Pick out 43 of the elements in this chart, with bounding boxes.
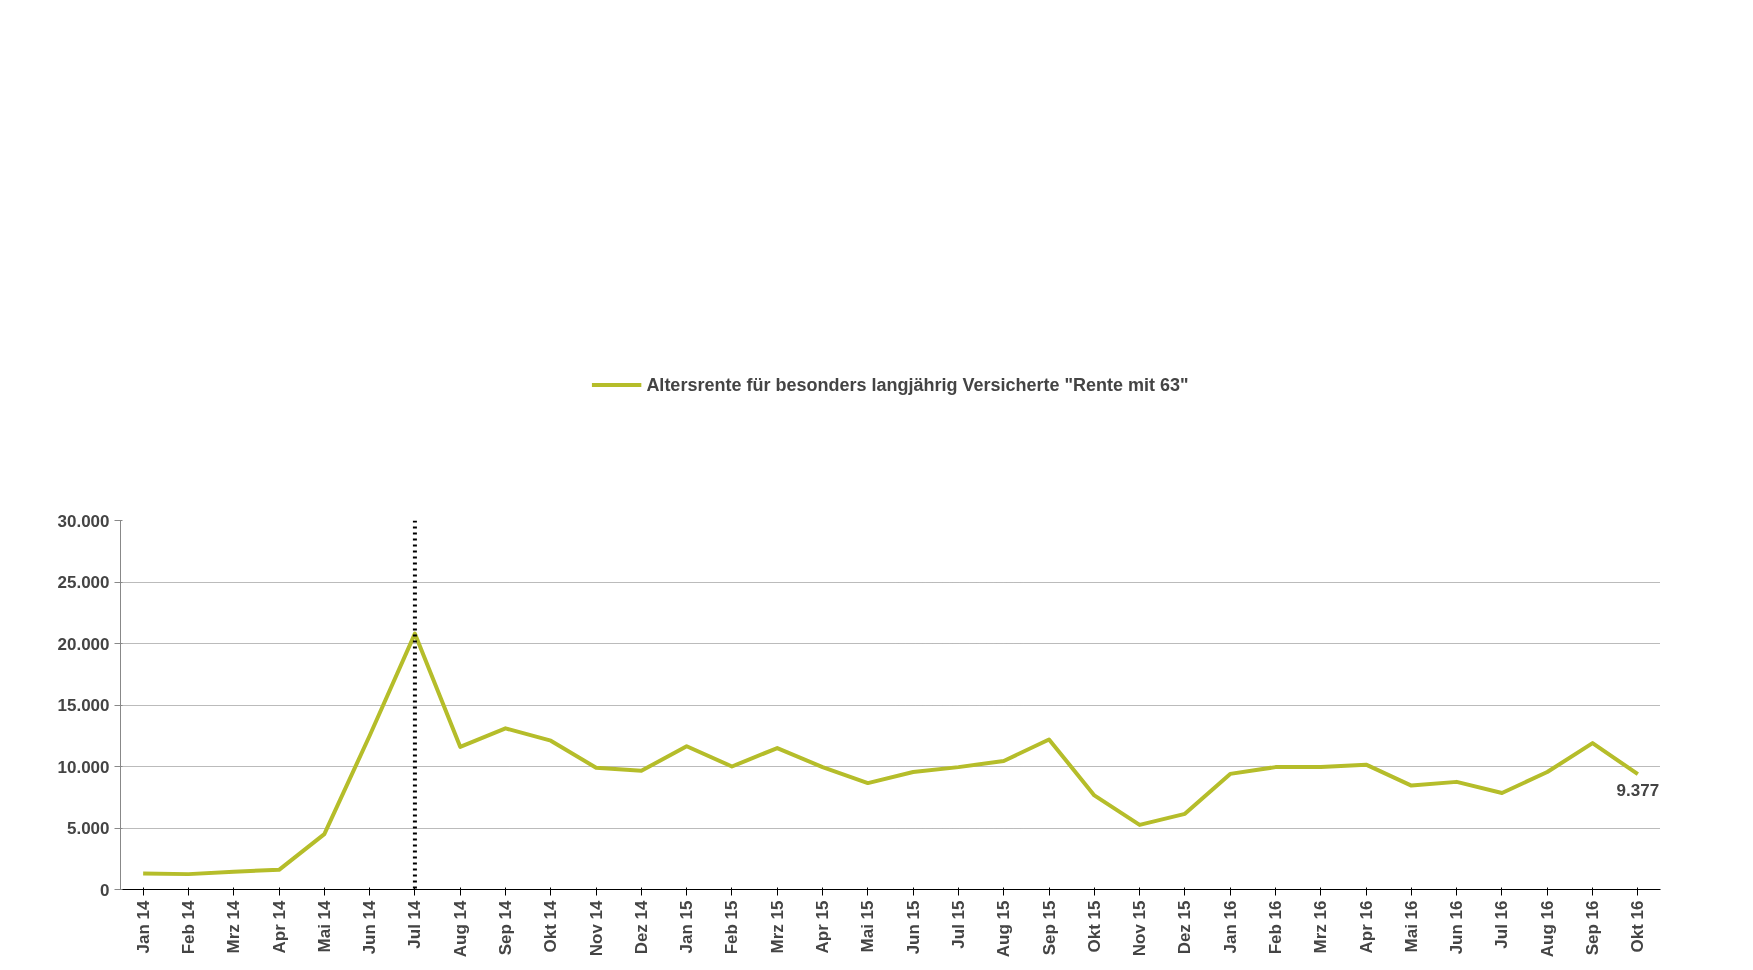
x-tick-label: Jan 14 [133,899,153,954]
x-tick-label: Okt 14 [541,899,561,953]
x-tick-label: Jul 16 [1492,900,1512,949]
x-tick-label: Mai 14 [314,899,334,953]
x-tick-label: Apr 16 [1356,900,1376,954]
x-tick-label: Jul 14 [405,899,425,949]
x-tick-label: Jan 15 [677,900,697,954]
x-tick-label: Aug 15 [994,900,1014,958]
y-tick-label: 30.000 [57,511,110,531]
x-tick-label: Dez 15 [1175,900,1195,955]
x-tick-label: Mrz 16 [1311,900,1331,954]
x-tick-label: Sep 14 [496,899,515,956]
y-tick-label: 5.000 [66,819,110,838]
x-tick-label: Aug 16 [1537,900,1557,958]
x-tick-label: Okt 16 [1628,900,1648,953]
x-tick-label: Jan 16 [1220,900,1240,954]
x-tick-label: Nov 14 [586,899,606,957]
x-tick-label: Aug 14 [450,899,470,958]
y-tick-label: 15.000 [57,696,110,715]
x-tick-label: Nov 15 [1130,900,1150,957]
data-label: 9.377 [1616,781,1660,801]
x-tick-label: Mrz 15 [767,900,787,954]
y-tick-label: 25.000 [57,573,110,592]
x-tick-label: Okt 15 [1084,900,1104,953]
x-tick-label: Feb 15 [722,900,742,955]
y-tick-label: 20.000 [57,634,110,654]
x-tick-label: Feb 16 [1266,900,1285,955]
x-tick-label: Dez 14 [631,899,651,955]
legend-label: Altersrente für besonders langjährig Versicherte "Rente mit 63" [646,374,1189,396]
x-tick-label: Jun 15 [903,900,923,955]
x-tick-label: Apr 14 [269,899,289,954]
x-tick-label: Sep 16 [1583,900,1603,956]
x-tick-label: Jul 15 [948,900,968,949]
x-tick-label: Feb 14 [178,899,198,955]
x-tick-label: Mrz 14 [224,899,244,954]
y-tick-label: 0 [100,880,110,900]
x-tick-label: Apr 15 [813,900,833,954]
x-tick-label: Jun 14 [360,899,380,955]
x-tick-label: Sep 15 [1039,900,1059,956]
x-tick-label: Mai 15 [858,900,878,953]
y-tick-label: 10.000 [57,757,110,777]
x-tick-label: Jun 16 [1447,900,1467,955]
x-tick-label: Mai 16 [1401,900,1421,953]
